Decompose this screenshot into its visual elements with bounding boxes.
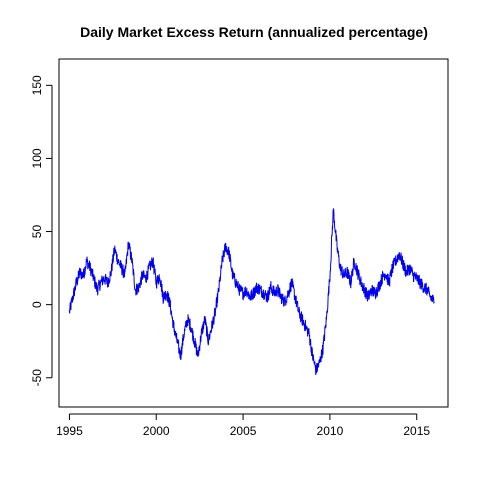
x-axis: 1995 2000 2005 2010 2015 <box>56 413 430 438</box>
y-tick-label: 50 <box>30 225 44 239</box>
y-tick-label: 150 <box>30 75 44 95</box>
chart-title: Daily Market Excess Return (annualized p… <box>80 24 428 40</box>
series-layer <box>68 208 435 376</box>
series-line <box>68 208 435 376</box>
x-tick-label: 2005 <box>230 424 257 438</box>
y-tick-label: 100 <box>30 148 44 168</box>
plot-frame <box>58 58 449 408</box>
y-tick-label: -50 <box>30 369 44 387</box>
y-axis: -50 0 50 100 150 <box>30 75 53 387</box>
x-tick-label: 1995 <box>56 424 83 438</box>
x-tick-label: 2010 <box>317 424 344 438</box>
y-tick-label: 0 <box>30 301 44 308</box>
x-tick-label: 2015 <box>403 424 430 438</box>
x-tick-label: 2000 <box>143 424 170 438</box>
